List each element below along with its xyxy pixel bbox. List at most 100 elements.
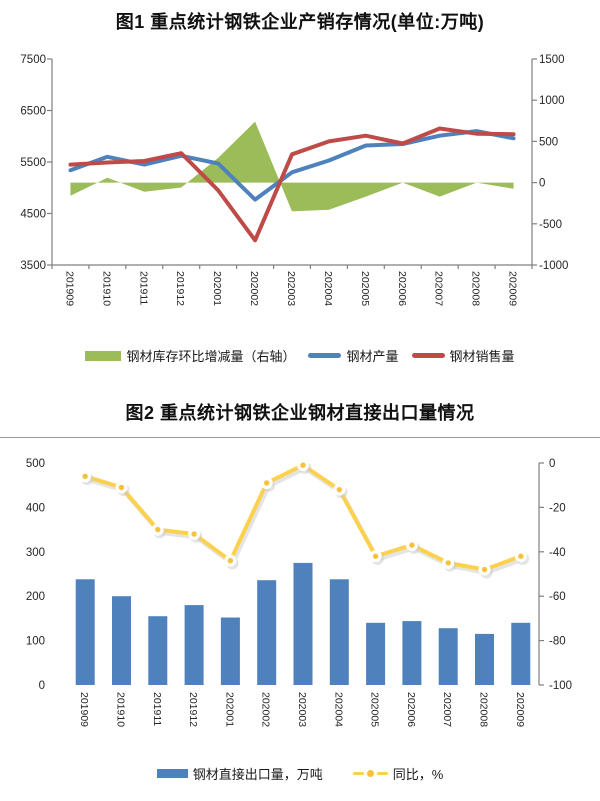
fig1-title: 图1 重点统计钢铁企业产销存情况(单位:万吨): [115, 12, 485, 32]
fig2-title: 图2 重点统计钢铁企业钢材直接出口量情况: [125, 403, 475, 423]
section-divider: [0, 437, 600, 438]
x-axis-category-label: 202009: [507, 271, 519, 306]
production-line-swatch: [308, 353, 342, 358]
left-axis-tick-label: 500: [26, 458, 45, 470]
left-axis-tick-label: 3500: [20, 260, 46, 272]
production-line-series: [68, 129, 516, 202]
inventory-area-series: [70, 121, 514, 212]
legend-item-yoy: 同比，%: [352, 764, 443, 783]
x-axis-category-label: 202004: [332, 692, 344, 727]
legend-item-inventory: 钢材库存环比增减量（右轴）: [85, 346, 295, 365]
svg1-left-axis-labels: 7500 6500 5500 4500 3500: [20, 54, 46, 272]
yoy-dash-left: [352, 771, 364, 776]
x-axis-category-label: 202008: [478, 692, 490, 727]
export-bar: [402, 621, 422, 685]
export-bar: [438, 628, 458, 685]
yoy-marker-dot: [118, 484, 125, 491]
left-axis-tick-label: 5500: [20, 157, 46, 169]
svg2-axes: [538, 462, 544, 686]
x-axis-category-label: 202009: [514, 692, 526, 727]
left-axis-tick-label: 100: [26, 636, 45, 648]
right-axis-tick-label: -80: [549, 636, 566, 648]
x-axis-category-label: 201912: [187, 692, 199, 727]
left-axis-tick-label: 0: [39, 680, 45, 692]
yoy-marker-dot: [409, 542, 415, 548]
right-axis-tick-label: -60: [549, 591, 566, 603]
x-axis-category-label: 202003: [285, 271, 297, 306]
right-axis-tick-label: 0: [549, 458, 555, 470]
svg2-right-axis-labels: 0 -20 -40 -60 -80 -100: [549, 458, 572, 692]
left-axis-tick-label: 7500: [20, 54, 46, 66]
yoy-marker-dot: [518, 553, 524, 559]
yoy-marker-dot: [300, 462, 306, 468]
yoy-marker-dot: [372, 553, 379, 559]
svg1-axes: [47, 58, 537, 269]
export-bar: [366, 622, 386, 685]
export-bar: [511, 622, 531, 685]
yoy-dot: [366, 770, 374, 777]
export-bar: [184, 605, 204, 685]
yoy-marker-dot: [191, 531, 197, 537]
right-axis-tick-label: 1000: [539, 95, 565, 107]
right-axis-tick-label: -20: [549, 502, 566, 514]
export-bar: [75, 579, 95, 685]
x-axis-category-label: 202006: [405, 692, 417, 727]
fig1-legend: 钢材库存环比增减量（右轴） 钢材产量 钢材销售量: [0, 346, 600, 365]
x-axis-category-label: 201910: [100, 271, 112, 306]
yoy-markers: [79, 459, 530, 579]
yoy-marker-dot: [227, 557, 234, 564]
sales-legend-label: 钢材销售量: [449, 349, 515, 364]
svg2-x-labels: 201909 201910 201911 201912 202001 202002 2020…: [78, 692, 526, 727]
export-bar: [475, 633, 494, 685]
yoy-marker-dot: [155, 526, 161, 533]
inventory-area-swatch: [85, 350, 122, 361]
left-axis-tick-label: 200: [26, 591, 45, 603]
x-axis-category-label: 202001: [223, 692, 235, 727]
x-axis-category-label: 201910: [114, 692, 126, 727]
yoy-marker-dot: [263, 480, 270, 486]
x-axis-category-label: 201909: [78, 692, 90, 727]
x-axis-category-label: 202007: [433, 271, 445, 306]
legend-item-production: 钢材产量: [308, 346, 399, 365]
legend-item-export: 钢材直接出口量，万吨: [156, 764, 323, 783]
yoy-line-shadow: [84, 465, 526, 575]
production-legend-label: 钢材产量: [346, 349, 399, 364]
sales-line-series: [68, 126, 516, 243]
left-axis-tick-label: 6500: [20, 106, 46, 118]
export-bar: [329, 579, 349, 685]
sales-line-swatch: [411, 353, 445, 358]
x-axis-category-label: 202001: [211, 271, 223, 306]
yoy-dashdot-swatch: [352, 770, 388, 777]
x-axis-category-label: 202005: [359, 271, 371, 306]
x-axis-category-label: 202002: [260, 692, 272, 727]
fig2-legend: 钢材直接出口量，万吨 同比，%: [0, 764, 600, 783]
legend-item-sales: 钢材销售量: [411, 346, 515, 365]
x-axis-category-label: 202006: [396, 271, 408, 306]
left-axis-tick-label: 4500: [20, 209, 46, 221]
x-axis-category-label: 202008: [470, 271, 482, 306]
yoy-dash-right: [376, 771, 388, 776]
right-axis-tick-label: -500: [539, 219, 562, 231]
x-axis-category-label: 202003: [296, 692, 308, 727]
right-axis-tick-label: -40: [549, 547, 566, 559]
right-axis-tick-label: 1500: [539, 54, 565, 66]
yoy-marker-dot: [481, 566, 488, 573]
x-axis-category-label: 201911: [151, 692, 163, 726]
export-bar: [293, 562, 313, 685]
right-axis-tick-label: -1000: [539, 260, 568, 272]
export-bar: [257, 580, 277, 685]
inventory-legend-label: 钢材库存环比增减量（右轴）: [126, 349, 296, 364]
export-bar-series: [75, 562, 531, 685]
right-axis-tick-label: 500: [539, 136, 558, 148]
x-axis-category-label: 202004: [322, 271, 334, 306]
export-bar: [220, 617, 240, 685]
yoy-marker-dot: [336, 486, 343, 493]
x-axis-category-label: 202005: [369, 692, 381, 727]
x-axis-category-label: 202002: [248, 271, 260, 306]
x-axis-category-label: 202007: [441, 692, 453, 727]
yoy-marker-dot: [445, 560, 451, 566]
left-axis-tick-label: 300: [26, 547, 45, 559]
left-axis-tick-label: 400: [26, 502, 45, 514]
